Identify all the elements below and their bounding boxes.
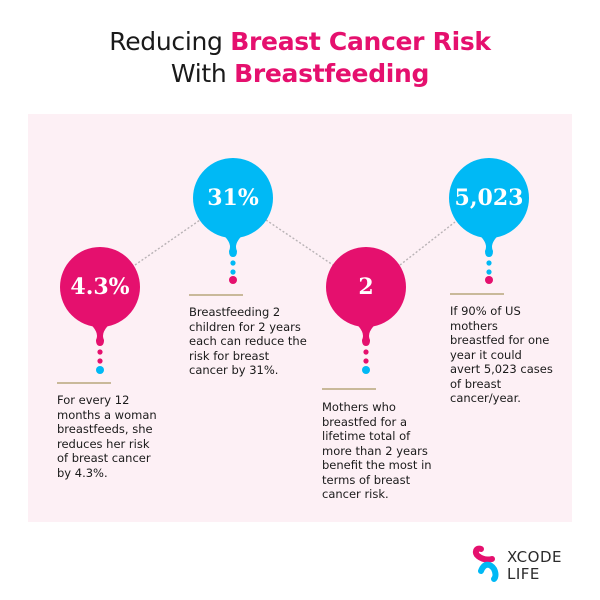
stat-value-1: 4.3% <box>70 274 130 300</box>
drop-icon-blue-4 <box>449 158 529 284</box>
stat-description-1: For every 12 months a woman breastfeeds,… <box>57 393 157 480</box>
divider-4 <box>450 293 504 295</box>
dotted-connector-lines <box>134 219 456 266</box>
divider-3 <box>322 388 376 390</box>
title-line-2: With Breastfeeding <box>170 59 430 88</box>
xcode-life-logo-icon <box>472 545 499 582</box>
stat-description-3: Mothers who breastfed for a lifetime tot… <box>322 400 432 501</box>
page-title: Reducing Breast Cancer Risk With Breastf… <box>0 26 600 90</box>
stat-description-2: Breastfeeding 2 children for 2 years eac… <box>189 305 307 377</box>
divider-1 <box>57 382 111 384</box>
stat-value-4: 5,023 <box>454 185 524 211</box>
stat-description-4: If 90% of US mothers breastfed for one y… <box>450 304 553 405</box>
drop-icon-pink-1 <box>60 247 140 374</box>
stat-value-3: 2 <box>358 274 374 300</box>
title-line-1: Reducing Breast Cancer Risk <box>109 27 491 56</box>
drop-icon-blue-2 <box>193 158 273 284</box>
stat-value-2: 31% <box>207 185 259 211</box>
drop-icon-pink-3 <box>326 247 406 374</box>
divider-2 <box>189 294 243 296</box>
logo-text: XCODE LIFE <box>507 548 562 583</box>
